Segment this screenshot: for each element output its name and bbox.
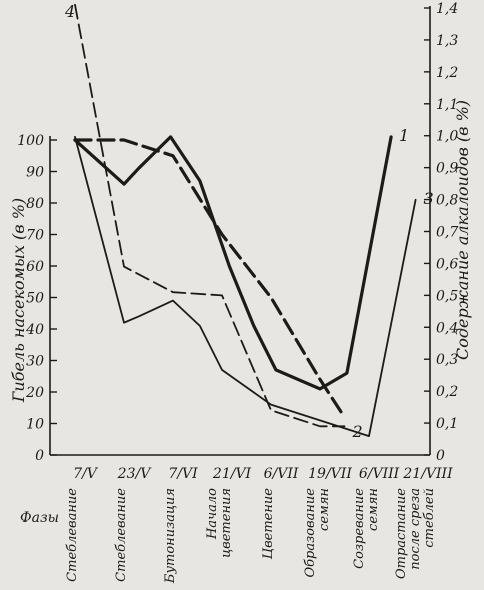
phase-label: Начало цветения [205,488,234,558]
y-right-tick-label: 0,4 [436,320,458,336]
phase-label: Созревание семян [352,488,381,569]
phase-label-line: Стеблевание [114,488,129,582]
series-line-3 [74,135,417,438]
y-axis-right-label: Содержание алкалоидов (в %) [453,100,472,360]
y-right-tick-label: 0,9 [436,161,458,177]
series-label-1: 1 [399,126,409,145]
y-left-tick-label: 60 [26,259,44,275]
y-right-tick-label: 1,3 [436,33,458,49]
phase-label: Стеблевание [65,488,80,582]
y-right-tick-label: 0,7 [436,225,458,241]
series-line-1 [73,135,393,391]
chart-series [73,3,417,438]
y-right-tick-label: 0,5 [436,288,458,304]
phase-label: Цветение [261,488,276,560]
x-date-label: 21/VI [212,466,252,482]
chart-axes [49,6,431,456]
y-left-tick-label: 50 [26,291,44,307]
y-right-tick-label: 0,3 [436,352,458,368]
x-date-label: 23/V [117,466,153,482]
series-label-2: 2 [352,422,363,441]
series-line-4 [74,3,346,428]
phase-label-line: после среза [408,488,423,570]
series-line-2 [73,138,347,419]
x-date-label: 7/V [73,466,99,482]
y-right-tick-label: 0,8 [436,193,458,209]
y-left-tick-label: 30 [26,354,44,370]
phase-label-line: Цветение [261,488,276,560]
y-right-tick-label: 1,2 [436,65,458,81]
y-right-tick-label: 0,1 [436,416,458,432]
series-label-3: 3 [424,189,434,208]
x-date-label: 6/VII [264,466,299,482]
y-right-tick-label: 0,2 [436,384,458,400]
y-right-tick-label: 1,0 [436,129,458,145]
y-right-tick-label: 1,4 [436,1,458,17]
x-date-label: 6/VIII [359,466,400,482]
y-right-tick-label: 0,6 [436,256,458,272]
phase-label-line: Образование [303,488,318,578]
y-left-tick-label: 80 [26,196,44,212]
chart-labels: 0 10 20 30 40 50 60 70 80 90 100 0 0,1 0,2 0,3 0,4 0,5 0,… [17,1,458,584]
phase-label: Бутонизация [163,488,178,584]
phase-label: Стеблевание [114,488,129,582]
phase-label: Образование семян [303,488,332,578]
y-right-tick-label: 1,1 [436,97,458,113]
phase-label-line: стеблей [422,488,437,548]
phase-label-line: семян [366,488,381,531]
phase-label-line: цветения [219,488,234,558]
phase-label-line: семян [317,488,332,531]
phase-label-line: Начало [205,488,220,540]
series-label-4: 4 [64,2,75,21]
y-axis-left-label: Гибель насекомых (в %) [9,198,28,403]
x-date-label: 21/VIII [402,466,453,482]
x-date-label: 19/VII [308,466,352,482]
y-left-tick-label: 0 [35,448,44,464]
y-left-tick-label: 100 [17,133,44,149]
phase-label-line: Отрастание [394,488,409,579]
y-left-tick-label: 10 [26,417,44,433]
y-left-tick-label: 40 [25,322,44,338]
y-left-tick-label: 90 [26,165,44,181]
y-left-tick-label: 70 [26,228,44,244]
y-left-tick-label: 20 [25,385,44,401]
phase-label: Отрастание после среза стеблей [394,488,437,579]
x-date-label: 7/VI [168,466,198,482]
y-right-tick-label: 0 [436,448,445,464]
phase-label-line: Стеблевание [65,488,80,582]
phase-label-line: Бутонизация [163,488,178,584]
phases-label: Фазы [20,510,59,526]
phase-label-line: Созревание [352,488,367,569]
